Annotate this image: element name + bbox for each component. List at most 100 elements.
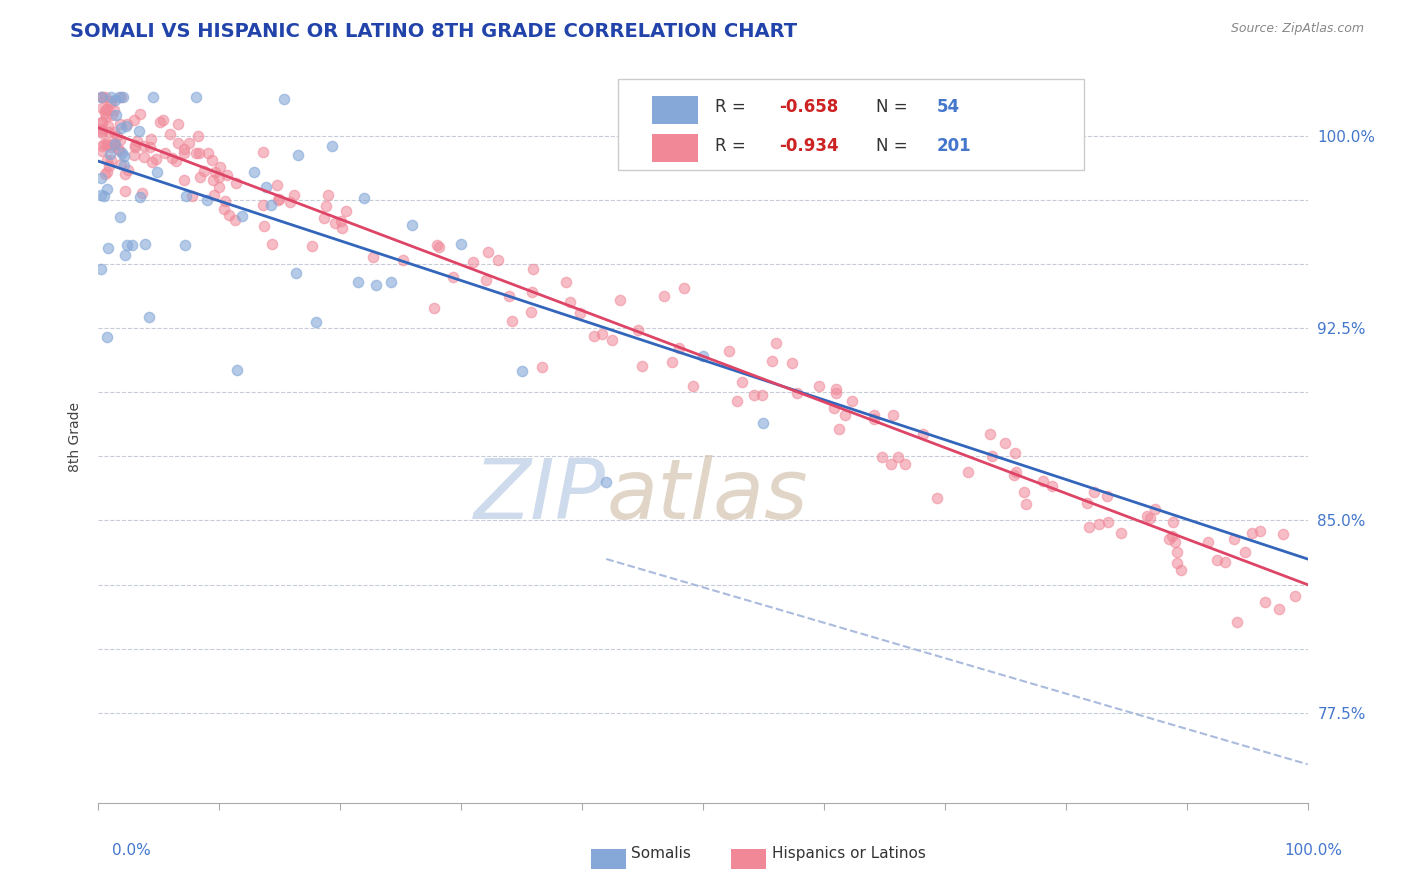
Point [108, 144, 131, 158]
Point [90, 90, 112, 104]
Point [284, 267, 307, 281]
Point [108, 90, 131, 104]
Point [1111, 525, 1133, 540]
Point [1159, 532, 1181, 546]
Point [165, 154, 187, 169]
FancyBboxPatch shape [652, 134, 699, 162]
Point [254, 180, 277, 194]
Point [450, 237, 472, 252]
Point [863, 412, 886, 426]
Point [195, 193, 218, 207]
Point [112, 158, 135, 172]
Point [174, 189, 197, 203]
Point [825, 382, 848, 396]
Point [380, 275, 402, 289]
Point [103, 103, 125, 117]
Point [108, 133, 131, 147]
Point [330, 221, 353, 235]
Point [318, 188, 340, 202]
Point [96, 102, 118, 116]
Point [184, 146, 207, 161]
Point [96, 182, 118, 196]
Point [600, 334, 623, 348]
Point [786, 386, 808, 401]
Point [718, 344, 741, 359]
Point [994, 436, 1017, 450]
Text: Source: ZipAtlas.com: Source: ZipAtlas.com [1230, 22, 1364, 36]
Point [1206, 553, 1229, 567]
Point [128, 106, 150, 120]
Point [1004, 446, 1026, 460]
Point [912, 427, 935, 442]
Point [225, 363, 247, 377]
Point [321, 139, 343, 153]
Point [520, 304, 543, 318]
Point [661, 355, 683, 369]
Point [1032, 475, 1054, 489]
Point [98, 147, 121, 161]
Point [1002, 467, 1025, 482]
Point [98, 125, 121, 139]
Point [193, 163, 215, 178]
Point [1097, 516, 1119, 530]
Point [825, 385, 848, 400]
Point [91, 122, 114, 136]
Point [122, 112, 145, 127]
Point [1012, 485, 1035, 500]
Point [98, 94, 121, 108]
Point [346, 275, 368, 289]
Point [1083, 485, 1105, 500]
Point [138, 310, 160, 324]
Point [957, 465, 980, 479]
Point [569, 306, 592, 320]
Point [1284, 589, 1306, 603]
Point [215, 169, 238, 183]
Point [103, 136, 125, 151]
Point [117, 237, 139, 252]
Point [828, 422, 851, 436]
Point [1097, 489, 1119, 503]
Point [201, 153, 224, 167]
Point [125, 134, 148, 148]
Point [834, 409, 856, 423]
Point [218, 208, 240, 222]
Point [280, 194, 302, 209]
Point [1226, 615, 1249, 629]
Point [104, 108, 127, 122]
Point [522, 262, 544, 277]
Point [97, 159, 120, 173]
Point [243, 165, 266, 179]
Point [97, 240, 120, 254]
Point [1170, 563, 1192, 577]
FancyBboxPatch shape [652, 95, 699, 124]
Text: 100.0%: 100.0% [1285, 843, 1343, 858]
Point [93, 188, 115, 202]
Point [124, 147, 146, 161]
Point [208, 180, 231, 194]
Point [807, 378, 830, 392]
Point [231, 209, 253, 223]
Point [91, 115, 114, 129]
Point [96, 165, 118, 179]
Point [782, 356, 804, 370]
Point [287, 148, 309, 162]
Point [96, 136, 118, 150]
Point [315, 199, 337, 213]
Point [725, 393, 748, 408]
Point [353, 191, 375, 205]
Point [167, 136, 190, 151]
Point [91, 90, 114, 104]
Point [224, 213, 246, 227]
Point [100, 96, 122, 111]
Text: SOMALI VS HISPANIC OR LATINO 8TH GRADE CORRELATION CHART: SOMALI VS HISPANIC OR LATINO 8TH GRADE C… [70, 22, 797, 41]
Point [105, 129, 128, 144]
Point [260, 237, 283, 252]
Text: 0.0%: 0.0% [112, 843, 152, 858]
Point [1233, 545, 1256, 559]
Point [1254, 595, 1277, 609]
Point [131, 186, 153, 201]
Point [253, 219, 276, 233]
Point [283, 187, 305, 202]
Point [100, 140, 122, 154]
Point [173, 142, 195, 156]
